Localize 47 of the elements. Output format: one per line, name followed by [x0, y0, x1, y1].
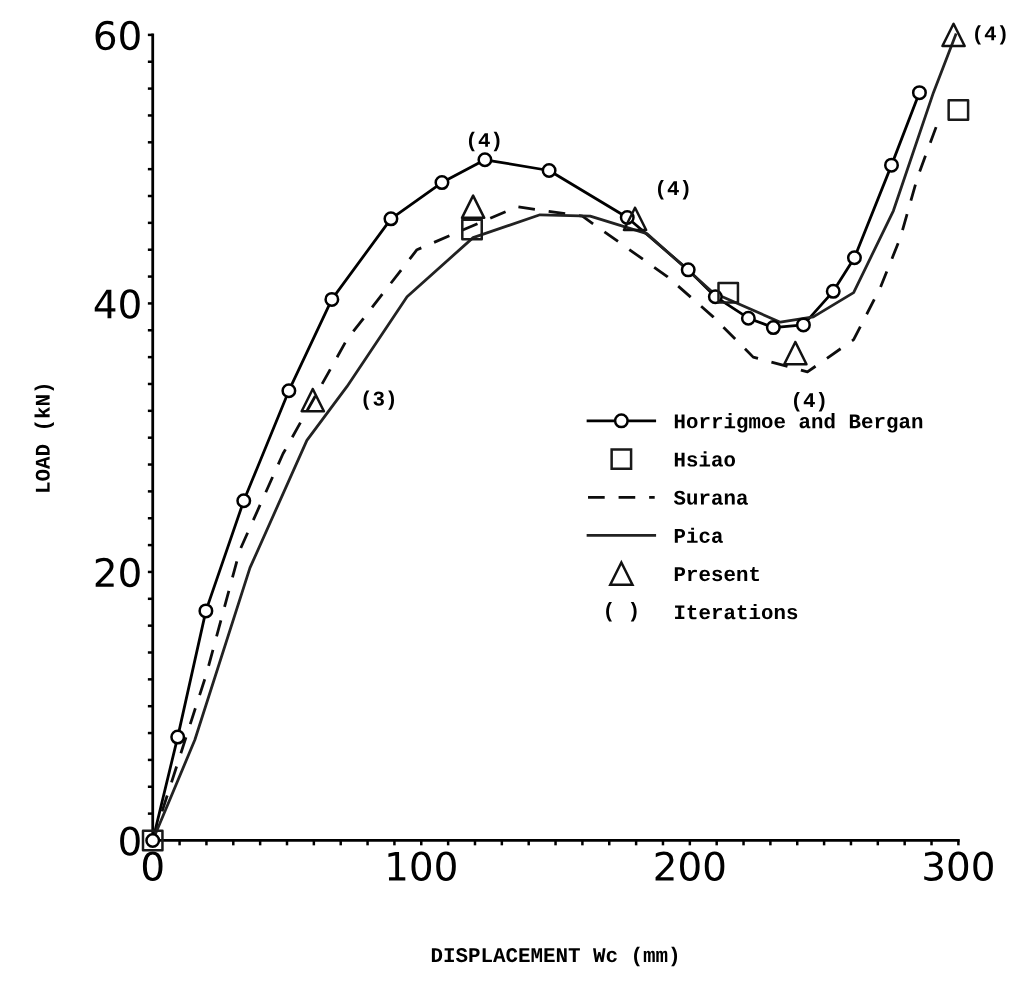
- legend-label: Horrigmoe and Bergan: [674, 413, 923, 433]
- point: [300, 387, 326, 413]
- point: [947, 99, 970, 122]
- x-tick-label: 200: [655, 851, 725, 881]
- point: [198, 603, 214, 619]
- point: [281, 383, 297, 399]
- point: [541, 163, 557, 178]
- point: [680, 262, 696, 278]
- point: [825, 283, 841, 299]
- point: [324, 291, 340, 307]
- point: [434, 175, 450, 191]
- annotation: (3): [363, 390, 395, 410]
- point: [461, 218, 483, 241]
- y-tick-label: 60: [95, 20, 140, 51]
- y-tick-label: 20: [95, 557, 140, 588]
- annotation: (4): [975, 25, 1006, 45]
- point: [383, 211, 399, 227]
- point: [911, 85, 927, 101]
- legend-label: Hsiao: [674, 451, 736, 467]
- point: [477, 152, 493, 168]
- annotation: ( ): [606, 602, 637, 622]
- point: [795, 317, 811, 333]
- point: [765, 320, 781, 336]
- y-tick-label: 40: [94, 289, 140, 319]
- point: [846, 250, 862, 266]
- point: [460, 194, 486, 220]
- annotation: (4): [794, 391, 825, 412]
- x-tick-label: 300: [924, 851, 993, 881]
- annotation: (4): [657, 179, 689, 200]
- y-tick-label: 0: [120, 826, 140, 856]
- point: [740, 310, 756, 326]
- legend-label: Pica: [674, 527, 723, 543]
- point: [884, 157, 900, 173]
- point: [783, 340, 808, 366]
- y-axis-title: LOAD (kN): [34, 384, 54, 492]
- x-tick-label: 100: [388, 851, 456, 881]
- x-axis-title: DISPLACEMENT Wc (mm): [431, 946, 678, 967]
- x-tick-label: 0: [142, 851, 163, 881]
- point: [236, 493, 252, 509]
- point: [717, 281, 740, 304]
- legend-label: Present: [674, 567, 759, 582]
- annotation: Iterations: [675, 604, 798, 620]
- point: [941, 22, 966, 48]
- point: [170, 729, 186, 745]
- point: [622, 206, 648, 232]
- legend-label: Surana: [673, 490, 748, 505]
- annotation: (4): [468, 131, 500, 152]
